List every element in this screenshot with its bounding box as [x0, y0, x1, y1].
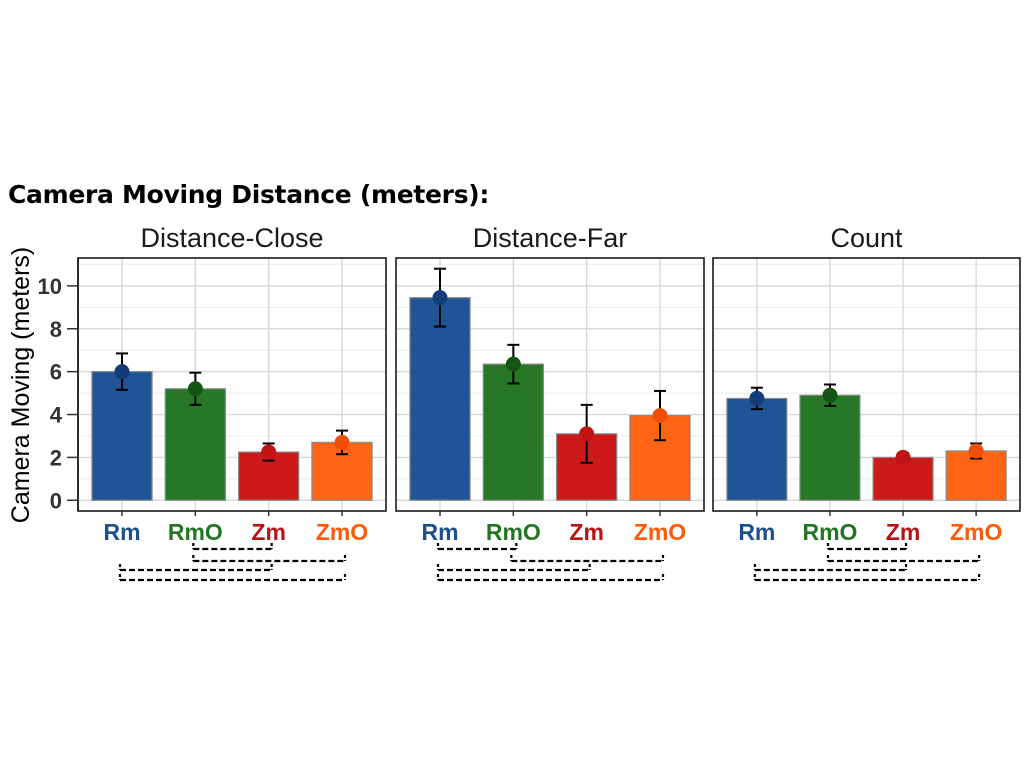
x-tick-label-zm: Zm: [251, 519, 286, 545]
y-tick-label-8: 8: [50, 317, 62, 342]
figure-title: Camera Moving Distance (meters):: [8, 180, 490, 209]
y-tick-label-0: 0: [50, 488, 62, 513]
panel-border: [712, 257, 1021, 512]
y-tick-label-10: 10: [38, 274, 62, 299]
bar-rm: [91, 371, 153, 501]
mean-point-rm: [114, 364, 130, 380]
bar-rmo: [799, 394, 861, 501]
mean-point-rmo: [822, 387, 838, 403]
mean-point-zm: [261, 444, 277, 460]
panel-title: Distance-Close: [140, 223, 323, 253]
panel-2: Distance-Far Rm RmO Zm ZmO: [395, 223, 705, 582]
y-tick-label-2: 2: [50, 445, 62, 470]
panel-1: Distance-Close Rm RmO Zm ZmO: [77, 223, 387, 582]
significance-bracket-rm-zm: [436, 564, 591, 572]
mean-point-zmo: [968, 443, 984, 459]
significance-bracket-rm-zmo: [753, 574, 981, 582]
bar-rm: [409, 297, 471, 501]
x-tick-label-zmo: ZmO: [950, 519, 1002, 545]
bar-rm: [726, 397, 788, 501]
mean-point-zm: [895, 449, 911, 465]
mean-point-rmo: [187, 381, 203, 397]
x-tick-label-zm: Zm: [569, 519, 604, 545]
panel-title: Count: [830, 223, 903, 253]
mean-point-zmo: [334, 434, 350, 450]
significance-bracket-rmo-zm: [826, 543, 908, 551]
x-tick-label-rm: Rm: [421, 519, 458, 545]
significance-bracket-rm-zm: [118, 564, 273, 572]
y-axis-label: Camera Moving (meters): [7, 247, 35, 523]
mean-point-rm: [749, 390, 765, 406]
x-tick-label-zmo: ZmO: [634, 519, 686, 545]
x-tick-label-zmo: ZmO: [316, 519, 368, 545]
panel-title: Distance-Far: [473, 223, 628, 253]
x-tick-label-rm: Rm: [738, 519, 775, 545]
significance-bracket-rm-rmo: [436, 543, 518, 551]
mean-point-zm: [579, 426, 595, 442]
significance-bracket-rm-zm: [753, 564, 908, 572]
mean-point-rm: [432, 290, 448, 306]
mean-point-zmo: [652, 408, 668, 424]
panel-border: [395, 257, 705, 512]
x-tick-label-rm: Rm: [103, 519, 140, 545]
x-tick-label-rmo: RmO: [168, 519, 223, 545]
y-tick-label-4: 4: [50, 403, 63, 428]
significance-bracket-rm-zmo: [436, 574, 665, 582]
mean-point-rmo: [505, 356, 521, 372]
x-tick-label-rmo: RmO: [802, 519, 857, 545]
significance-bracket-rmo-zmo: [192, 555, 347, 563]
x-tick-label-rmo: RmO: [486, 519, 541, 545]
significance-bracket-rmo-zmo: [826, 555, 981, 563]
significance-bracket-rmo-zm: [192, 543, 273, 551]
bar-rmo: [482, 363, 544, 501]
y-tick-label-6: 6: [50, 360, 62, 385]
significance-bracket-rm-zmo: [118, 574, 347, 582]
panel-3: Count Rm RmO Zm ZmO: [712, 223, 1021, 582]
significance-bracket-rmo-zmo: [510, 555, 665, 563]
x-tick-label-zm: Zm: [886, 519, 921, 545]
